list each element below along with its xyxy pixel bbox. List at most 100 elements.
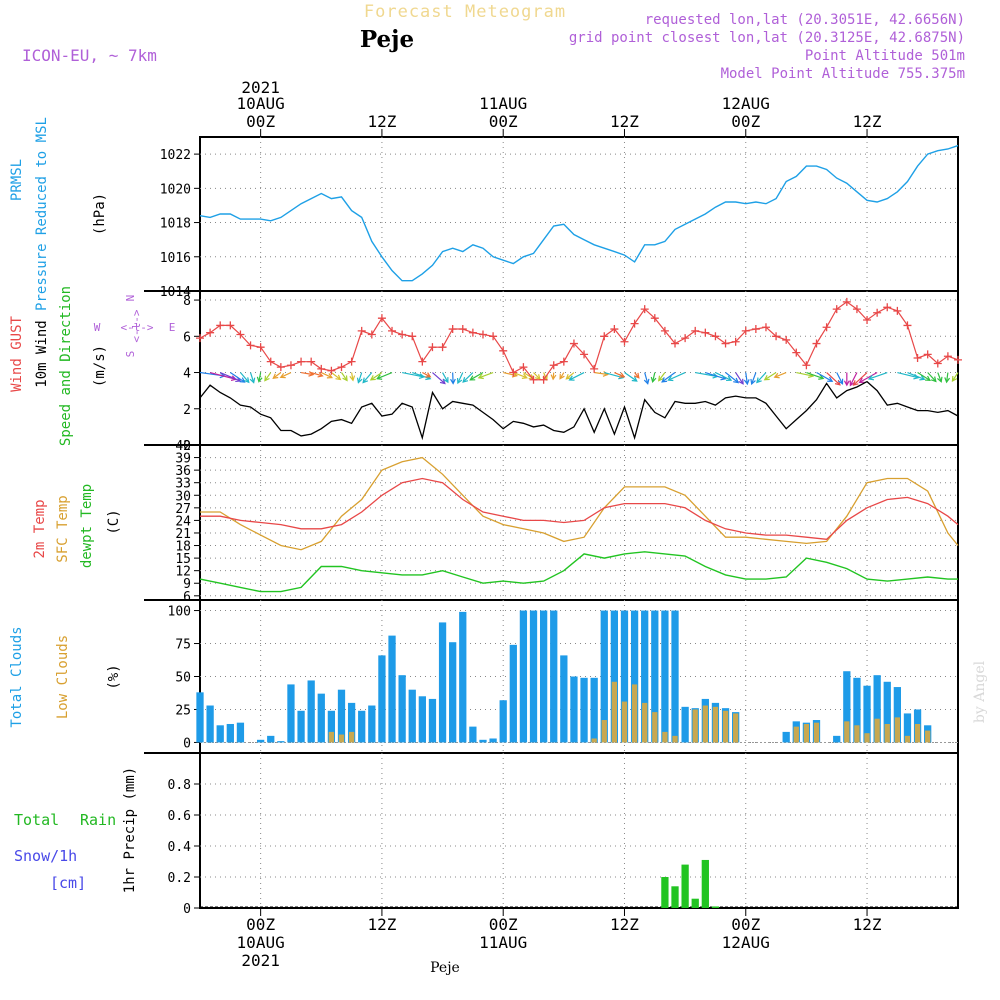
- wind-direction-arrowhead: [308, 371, 315, 377]
- clouds-label-low: Low Clouds: [55, 635, 71, 719]
- wind-direction-arrow: [469, 372, 484, 381]
- wind-direction-arrow: [331, 372, 341, 380]
- wind-direction-arrowhead: [335, 374, 342, 381]
- gust-marker: [367, 330, 376, 339]
- gust-marker: [893, 306, 902, 315]
- wind-direction-arrowhead: [756, 377, 762, 384]
- wind-direction-arrow: [402, 371, 424, 378]
- wind-direction-arrowhead: [867, 374, 875, 381]
- gust-marker: [761, 323, 770, 332]
- compass-ns-arrows: <-l->: [130, 309, 143, 342]
- time-tick-label-top: 12Z: [367, 112, 396, 131]
- gust-marker: [529, 375, 538, 384]
- wind-direction-arrowhead: [951, 375, 958, 383]
- series-line-wind: [199, 380, 959, 441]
- wind-direction-arrowhead: [369, 375, 376, 381]
- bar-total-clouds: [539, 610, 548, 743]
- wind-direction-arrowhead: [924, 375, 932, 382]
- wind-direction-arrow: [376, 371, 393, 380]
- y-tick-label: 0.2: [168, 871, 191, 886]
- series-line-gust: [199, 301, 959, 381]
- temp-label-dewpoint: dewpt Temp: [79, 484, 95, 568]
- bar-total-clouds: [893, 687, 901, 743]
- bar-low-clouds: [631, 684, 638, 743]
- wind-direction-arrow: [859, 372, 878, 383]
- gust-marker: [802, 361, 811, 370]
- gust-marker: [468, 328, 477, 337]
- wind-direction-arrow: [644, 372, 649, 384]
- wind-direction-arrow: [432, 372, 446, 384]
- precip-label-cm: [cm]: [50, 874, 86, 892]
- gust-marker: [226, 321, 235, 330]
- y-tick-label: 6: [183, 590, 191, 605]
- gust-marker: [772, 332, 781, 341]
- wind-direction-arrow: [774, 371, 787, 378]
- y-tick-label: 0.6: [168, 809, 191, 824]
- bar-total-clouds: [651, 610, 659, 743]
- gust-marker: [873, 308, 882, 317]
- wind-direction-arrow: [370, 372, 383, 381]
- bar-total-clouds: [257, 739, 265, 743]
- gust-marker: [812, 339, 821, 348]
- wind-direction-arrow: [272, 372, 282, 379]
- year-label-top: 2021: [241, 78, 280, 97]
- bar-total-clouds: [529, 610, 538, 743]
- bar-low-clouds: [844, 721, 850, 743]
- time-tick-label-bottom: 12Z: [367, 915, 396, 934]
- compass-ew-arrows: <-l->: [120, 321, 153, 334]
- wind-direction-arrow: [826, 372, 841, 386]
- y-tick-label: 1014: [160, 285, 191, 300]
- time-tick-label-top: 12Z: [610, 112, 639, 131]
- gust-marker: [923, 350, 932, 359]
- year-label-bottom: 2021: [241, 951, 280, 970]
- bar-low-clouds: [904, 735, 911, 743]
- wind-direction-arrow: [503, 371, 517, 377]
- bar-total-clouds: [570, 676, 578, 743]
- y-tick-label: 9: [183, 577, 191, 592]
- gust-marker: [549, 361, 558, 370]
- gust-marker: [519, 363, 528, 372]
- bar-low-clouds: [348, 731, 355, 743]
- wind-direction-arrowhead: [521, 373, 528, 379]
- pressure-label-prmsl: PRMSL: [9, 159, 25, 201]
- temp-label-sfc: SFC Temp: [55, 495, 71, 562]
- bar-total-clouds: [408, 689, 416, 743]
- gust-marker: [822, 323, 831, 332]
- wind-direction-arrow: [917, 372, 931, 381]
- gust-marker: [489, 332, 498, 341]
- gust-marker: [630, 319, 639, 328]
- gust-marker: [701, 328, 710, 337]
- wind-direction-arrowhead: [852, 380, 859, 386]
- wind-direction-arrow: [735, 372, 744, 385]
- wind-direction-arrowhead: [264, 375, 270, 382]
- wind-direction-arrowhead: [837, 378, 844, 385]
- bar-total-clouds: [681, 706, 689, 743]
- y-tick-label: 0: [183, 902, 191, 917]
- plot-frame: [199, 136, 959, 909]
- wind-direction-arrow: [695, 371, 718, 378]
- wind-direction-arrow: [951, 372, 959, 382]
- wind-direction-arrowhead: [773, 372, 780, 379]
- y-tick-label: 18: [175, 540, 191, 555]
- wind-direction-arrow: [513, 371, 528, 379]
- bar-total-clouds: [590, 677, 598, 743]
- bar-low-clouds: [914, 723, 921, 743]
- bar-total-clouds: [216, 725, 224, 743]
- gust-marker: [569, 339, 578, 348]
- wind-direction-arrow: [764, 372, 777, 381]
- bar-low-clouds: [652, 712, 658, 743]
- bar-rain: [671, 886, 679, 908]
- bar-total-clouds: [610, 610, 619, 743]
- y-tick-label: 39: [175, 452, 191, 467]
- y-tick-label: 1018: [160, 217, 191, 232]
- bar-total-clouds: [418, 696, 426, 743]
- wind-direction-arrow: [937, 372, 942, 382]
- wind-direction-arrowhead: [750, 378, 756, 386]
- wind-direction-arrow: [661, 372, 676, 383]
- bar-low-clouds: [733, 713, 739, 743]
- gust-marker: [721, 339, 730, 348]
- wind-direction-arrowhead: [462, 377, 469, 383]
- wind-direction-arrow: [280, 371, 292, 378]
- gust-marker: [691, 326, 700, 335]
